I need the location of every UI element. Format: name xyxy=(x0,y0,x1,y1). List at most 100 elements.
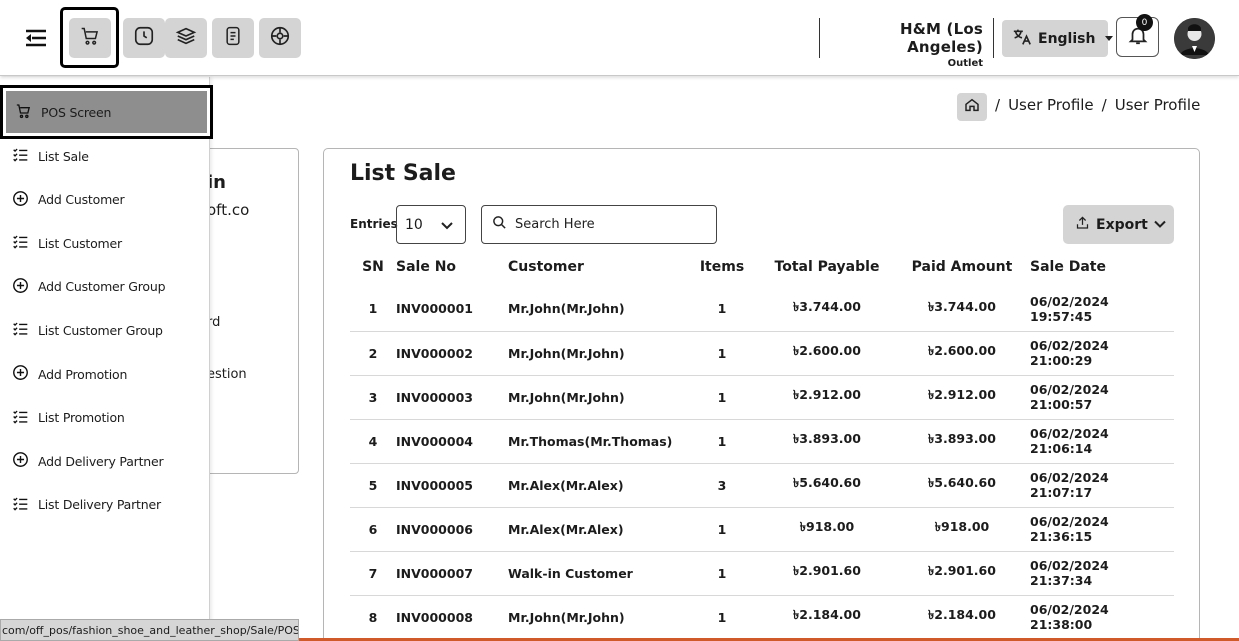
cell-items: 1 xyxy=(684,287,760,332)
entries-select[interactable]: 10 xyxy=(396,205,466,244)
column-header[interactable]: Sale No xyxy=(396,259,457,275)
sidebar-item-add-customer-group[interactable]: Add Customer Group xyxy=(12,275,166,299)
plus-circle-icon xyxy=(12,277,29,297)
breadcrumb-item[interactable]: User Profile xyxy=(1008,96,1094,114)
sidebar-item-label: Add Customer Group xyxy=(38,279,166,295)
cell-sn: 6 xyxy=(350,507,396,552)
cell-sale-no: INV000006 xyxy=(396,507,508,552)
sidebar-item-label: Add Customer xyxy=(38,192,125,208)
profile-link-fragment[interactable]: rd xyxy=(207,315,221,330)
cell-sale-no: INV000005 xyxy=(396,463,508,508)
clock-button[interactable] xyxy=(123,18,165,58)
entries-value: 10 xyxy=(405,216,423,233)
layers-button[interactable] xyxy=(165,18,207,58)
cell-paid-amount: ৳3.893.00 xyxy=(894,419,1030,464)
cell-total-payable: ৳2.600.00 xyxy=(760,331,894,376)
page-title: List Sale xyxy=(350,161,456,186)
column-header[interactable]: Customer xyxy=(508,259,584,275)
breadcrumb-item-current: User Profile xyxy=(1114,96,1201,114)
cell-items: 1 xyxy=(684,419,760,464)
cell-customer: Walk-in Customer xyxy=(508,551,684,596)
table-row[interactable]: 2 INV000002 Mr.John(Mr.John) 1 ৳2.600.00 ৳2.6… xyxy=(350,331,1174,376)
sidebar-item-list-customer[interactable]: List Customer xyxy=(12,231,122,255)
cell-sale-no: INV000004 xyxy=(396,419,508,464)
plus-circle-icon xyxy=(12,364,29,384)
sidebar-item-label: List Delivery Partner xyxy=(38,497,161,513)
cell-total-payable: ৳5.640.60 xyxy=(760,463,894,508)
sidebar-item-add-delivery-partner[interactable]: Add Delivery Partner xyxy=(12,449,164,473)
table-row[interactable]: 3 INV000003 Mr.John(Mr.John) 1 ৳2.912.00 ৳2.9… xyxy=(350,375,1174,420)
cell-total-payable: ৳2.901.60 xyxy=(760,551,894,596)
language-dropdown[interactable]: English xyxy=(1002,20,1114,57)
sidebar-item-list-sale[interactable]: List Sale xyxy=(12,144,89,168)
cell-customer: Mr.John(Mr.John) xyxy=(508,331,684,376)
search-box[interactable] xyxy=(481,205,717,244)
table-row[interactable]: 4 INV000004 Mr.Thomas(Mr.Thomas) 1 ৳3.893.00… xyxy=(350,419,1174,464)
home-breadcrumb-button[interactable] xyxy=(957,93,987,121)
list-icon xyxy=(12,321,29,339)
table-row[interactable]: 5 INV000005 Mr.Alex(Mr.Alex) 3 ৳5.640.60 ৳5.6… xyxy=(350,463,1174,508)
sidebar-item-label: POS Screen xyxy=(41,104,112,120)
register-button[interactable] xyxy=(212,18,254,58)
cell-paid-amount: ৳918.00 xyxy=(894,507,1030,552)
search-input[interactable] xyxy=(515,217,695,232)
cell-sn: 7 xyxy=(350,551,396,596)
table-row[interactable]: 1 INV000001 Mr.John(Mr.John) 1 ৳3.744.00 ৳3.7… xyxy=(350,287,1174,332)
cart-icon xyxy=(80,26,100,50)
breadcrumb-separator: / xyxy=(995,96,1001,114)
column-header[interactable]: Items xyxy=(699,259,745,275)
cell-sn: 5 xyxy=(350,463,396,508)
profile-link-fragment[interactable]: estion xyxy=(207,367,247,382)
sidebar-item-label: Add Promotion xyxy=(38,366,128,382)
cell-sale-no: INV000007 xyxy=(396,551,508,596)
menu-collapse-icon[interactable] xyxy=(22,24,50,52)
receipt-icon xyxy=(223,25,243,51)
column-header[interactable]: Total Payable xyxy=(774,259,880,275)
upload-icon xyxy=(1075,215,1090,235)
sidebar-item-list-promotion[interactable]: List Promotion xyxy=(12,406,125,430)
cell-total-payable: ৳3.893.00 xyxy=(760,419,894,464)
sidebar-item-add-customer[interactable]: Add Customer xyxy=(12,188,125,212)
table-row[interactable]: 6 INV000006 Mr.Alex(Mr.Alex) 1 ৳918.00 ৳918.0… xyxy=(350,507,1174,552)
clock-icon xyxy=(133,25,155,51)
export-button[interactable]: Export xyxy=(1063,205,1174,244)
cell-items: 1 xyxy=(684,375,760,420)
user-avatar[interactable] xyxy=(1174,18,1215,59)
cell-items: 1 xyxy=(684,507,760,552)
plus-circle-icon xyxy=(12,190,29,210)
cell-items: 1 xyxy=(684,551,760,596)
plus-circle-icon xyxy=(12,451,29,471)
sidebar-menu: POS Screen List Sale Add Customer List Cus… xyxy=(0,77,213,641)
cell-customer: Mr.Thomas(Mr.Thomas) xyxy=(508,419,684,464)
cell-sn: 8 xyxy=(350,595,396,640)
link-status-bar: com/off_pos/fashion_shoe_and_leather_sho… xyxy=(0,619,299,641)
sidebar-item-list-delivery-partner[interactable]: List Delivery Partner xyxy=(12,493,161,517)
cell-sale-date: 06/02/2024 21:00:29 xyxy=(1030,331,1174,376)
cell-items: 3 xyxy=(684,463,760,508)
table-row[interactable]: 8 INV000008 Mr.John(Mr.John) 1 ৳2.184.00 ৳2.1… xyxy=(350,595,1174,640)
list-sale-card: List Sale Entries 10 Export SN Sale No C… xyxy=(323,148,1200,641)
sidebar-item-add-promotion[interactable]: Add Promotion xyxy=(12,362,127,386)
sidebar-item-label: List Customer Group xyxy=(38,322,163,338)
sidebar-item-list-customer-group[interactable]: List Customer Group xyxy=(12,318,163,342)
target-button[interactable] xyxy=(259,18,301,58)
outlet-name: H&M (Los Angeles) xyxy=(899,20,983,56)
list-icon xyxy=(12,234,29,252)
column-header[interactable]: Paid Amount xyxy=(911,259,1013,275)
cell-customer: Mr.Alex(Mr.Alex) xyxy=(508,463,684,508)
chevron-down-icon xyxy=(1154,217,1166,233)
pos-cart-button[interactable] xyxy=(60,7,119,68)
list-icon xyxy=(12,409,29,427)
breadcrumb-separator: / xyxy=(1101,96,1107,114)
cell-customer: Mr.John(Mr.John) xyxy=(508,287,684,332)
cell-total-payable: ৳918.00 xyxy=(760,507,894,552)
column-header[interactable]: Sale Date xyxy=(1030,259,1106,275)
bottom-accent-line xyxy=(0,638,1239,641)
table-header-row: SN Sale No Customer Items Total Payable … xyxy=(350,247,1174,287)
layers-icon xyxy=(175,25,197,51)
column-header[interactable]: SN xyxy=(362,259,384,275)
sidebar-item-pos-screen[interactable]: POS Screen xyxy=(0,85,213,139)
table-row[interactable]: 7 INV000007 Walk-in Customer 1 ৳2.901.60 ৳2.9… xyxy=(350,551,1174,596)
language-label: English xyxy=(1038,30,1096,47)
cell-total-payable: ৳2.912.00 xyxy=(760,375,894,420)
